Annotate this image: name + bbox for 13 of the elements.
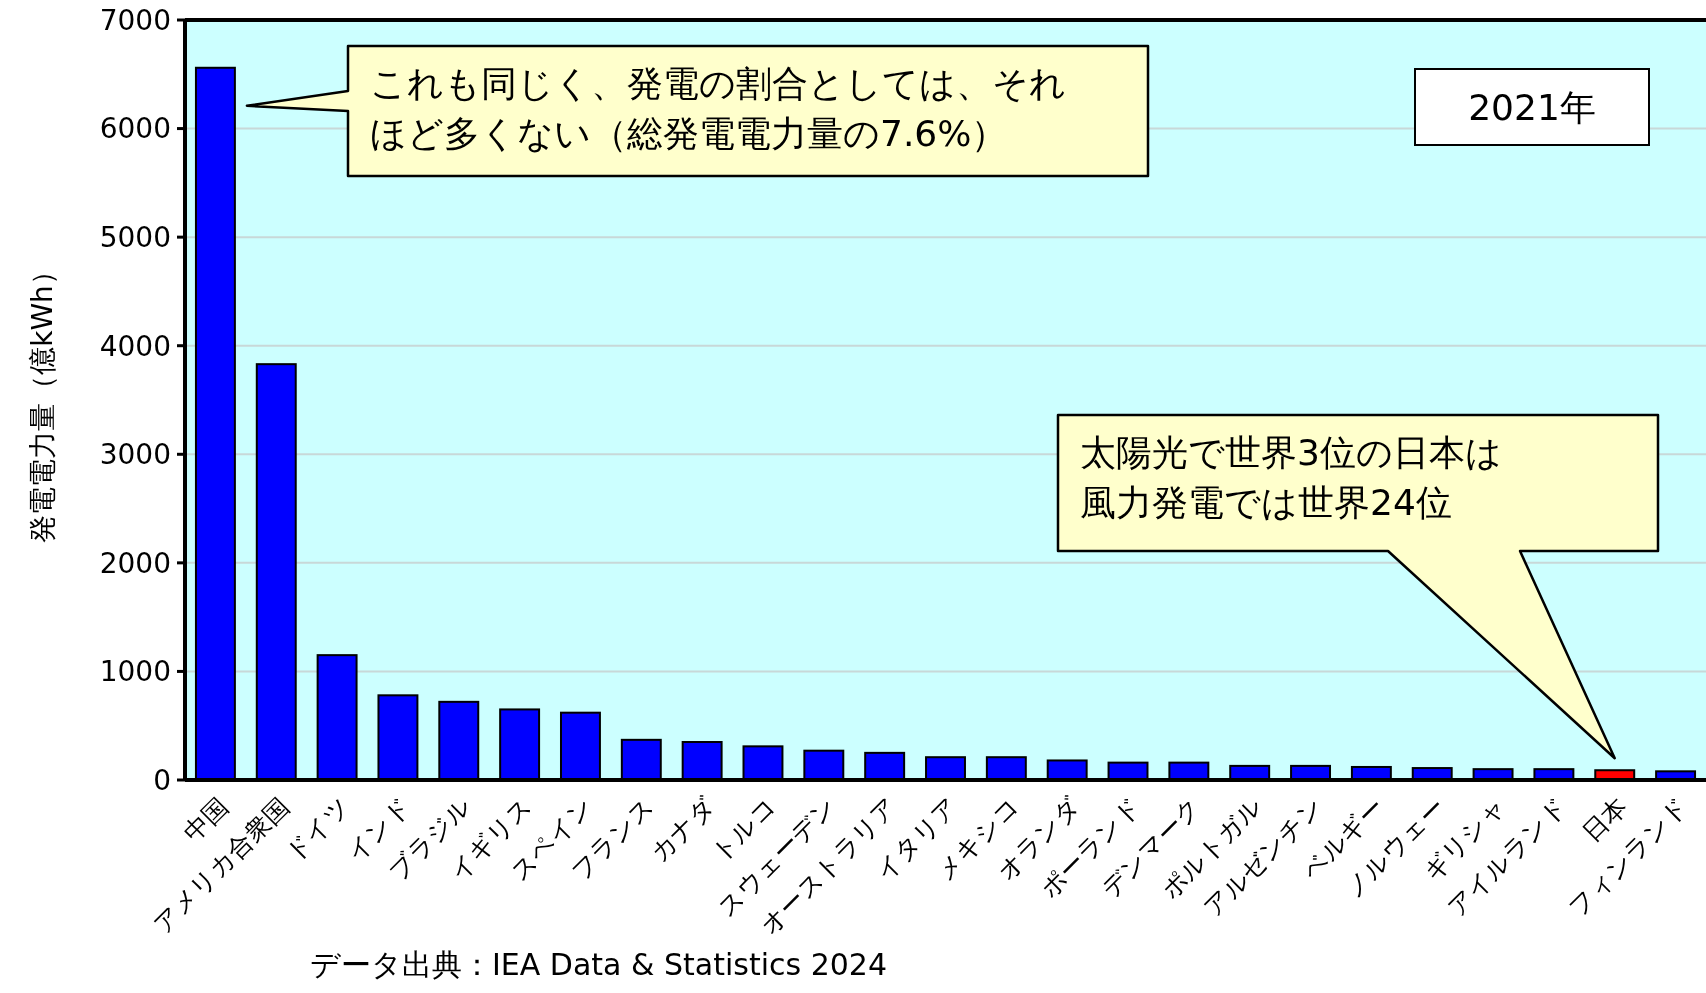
y-tick-label: 2000 bbox=[99, 546, 171, 580]
y-tick-label: 1000 bbox=[99, 655, 171, 689]
y-tick-label: 6000 bbox=[99, 112, 171, 146]
y-tick-label: 5000 bbox=[99, 220, 171, 254]
y-tick-label: 7000 bbox=[99, 3, 171, 37]
annotation: 太陽光で世界3位の日本は風力発電では世界24位 bbox=[1080, 432, 1502, 523]
y-tick-label: 4000 bbox=[99, 329, 171, 363]
y-axis-title: 発電電力量（億kWh） bbox=[25, 257, 59, 543]
text: データ出典：IEA Data & Statistics 2024 bbox=[310, 947, 887, 982]
annotation: 2021年 bbox=[1468, 86, 1596, 128]
y-tick-label: 3000 bbox=[99, 438, 171, 472]
annotation: これも同じく、発電の割合としては、それほど多くない（総発電電力量の7.6%） bbox=[370, 63, 1066, 154]
y-tick-label: 0 bbox=[153, 763, 171, 797]
